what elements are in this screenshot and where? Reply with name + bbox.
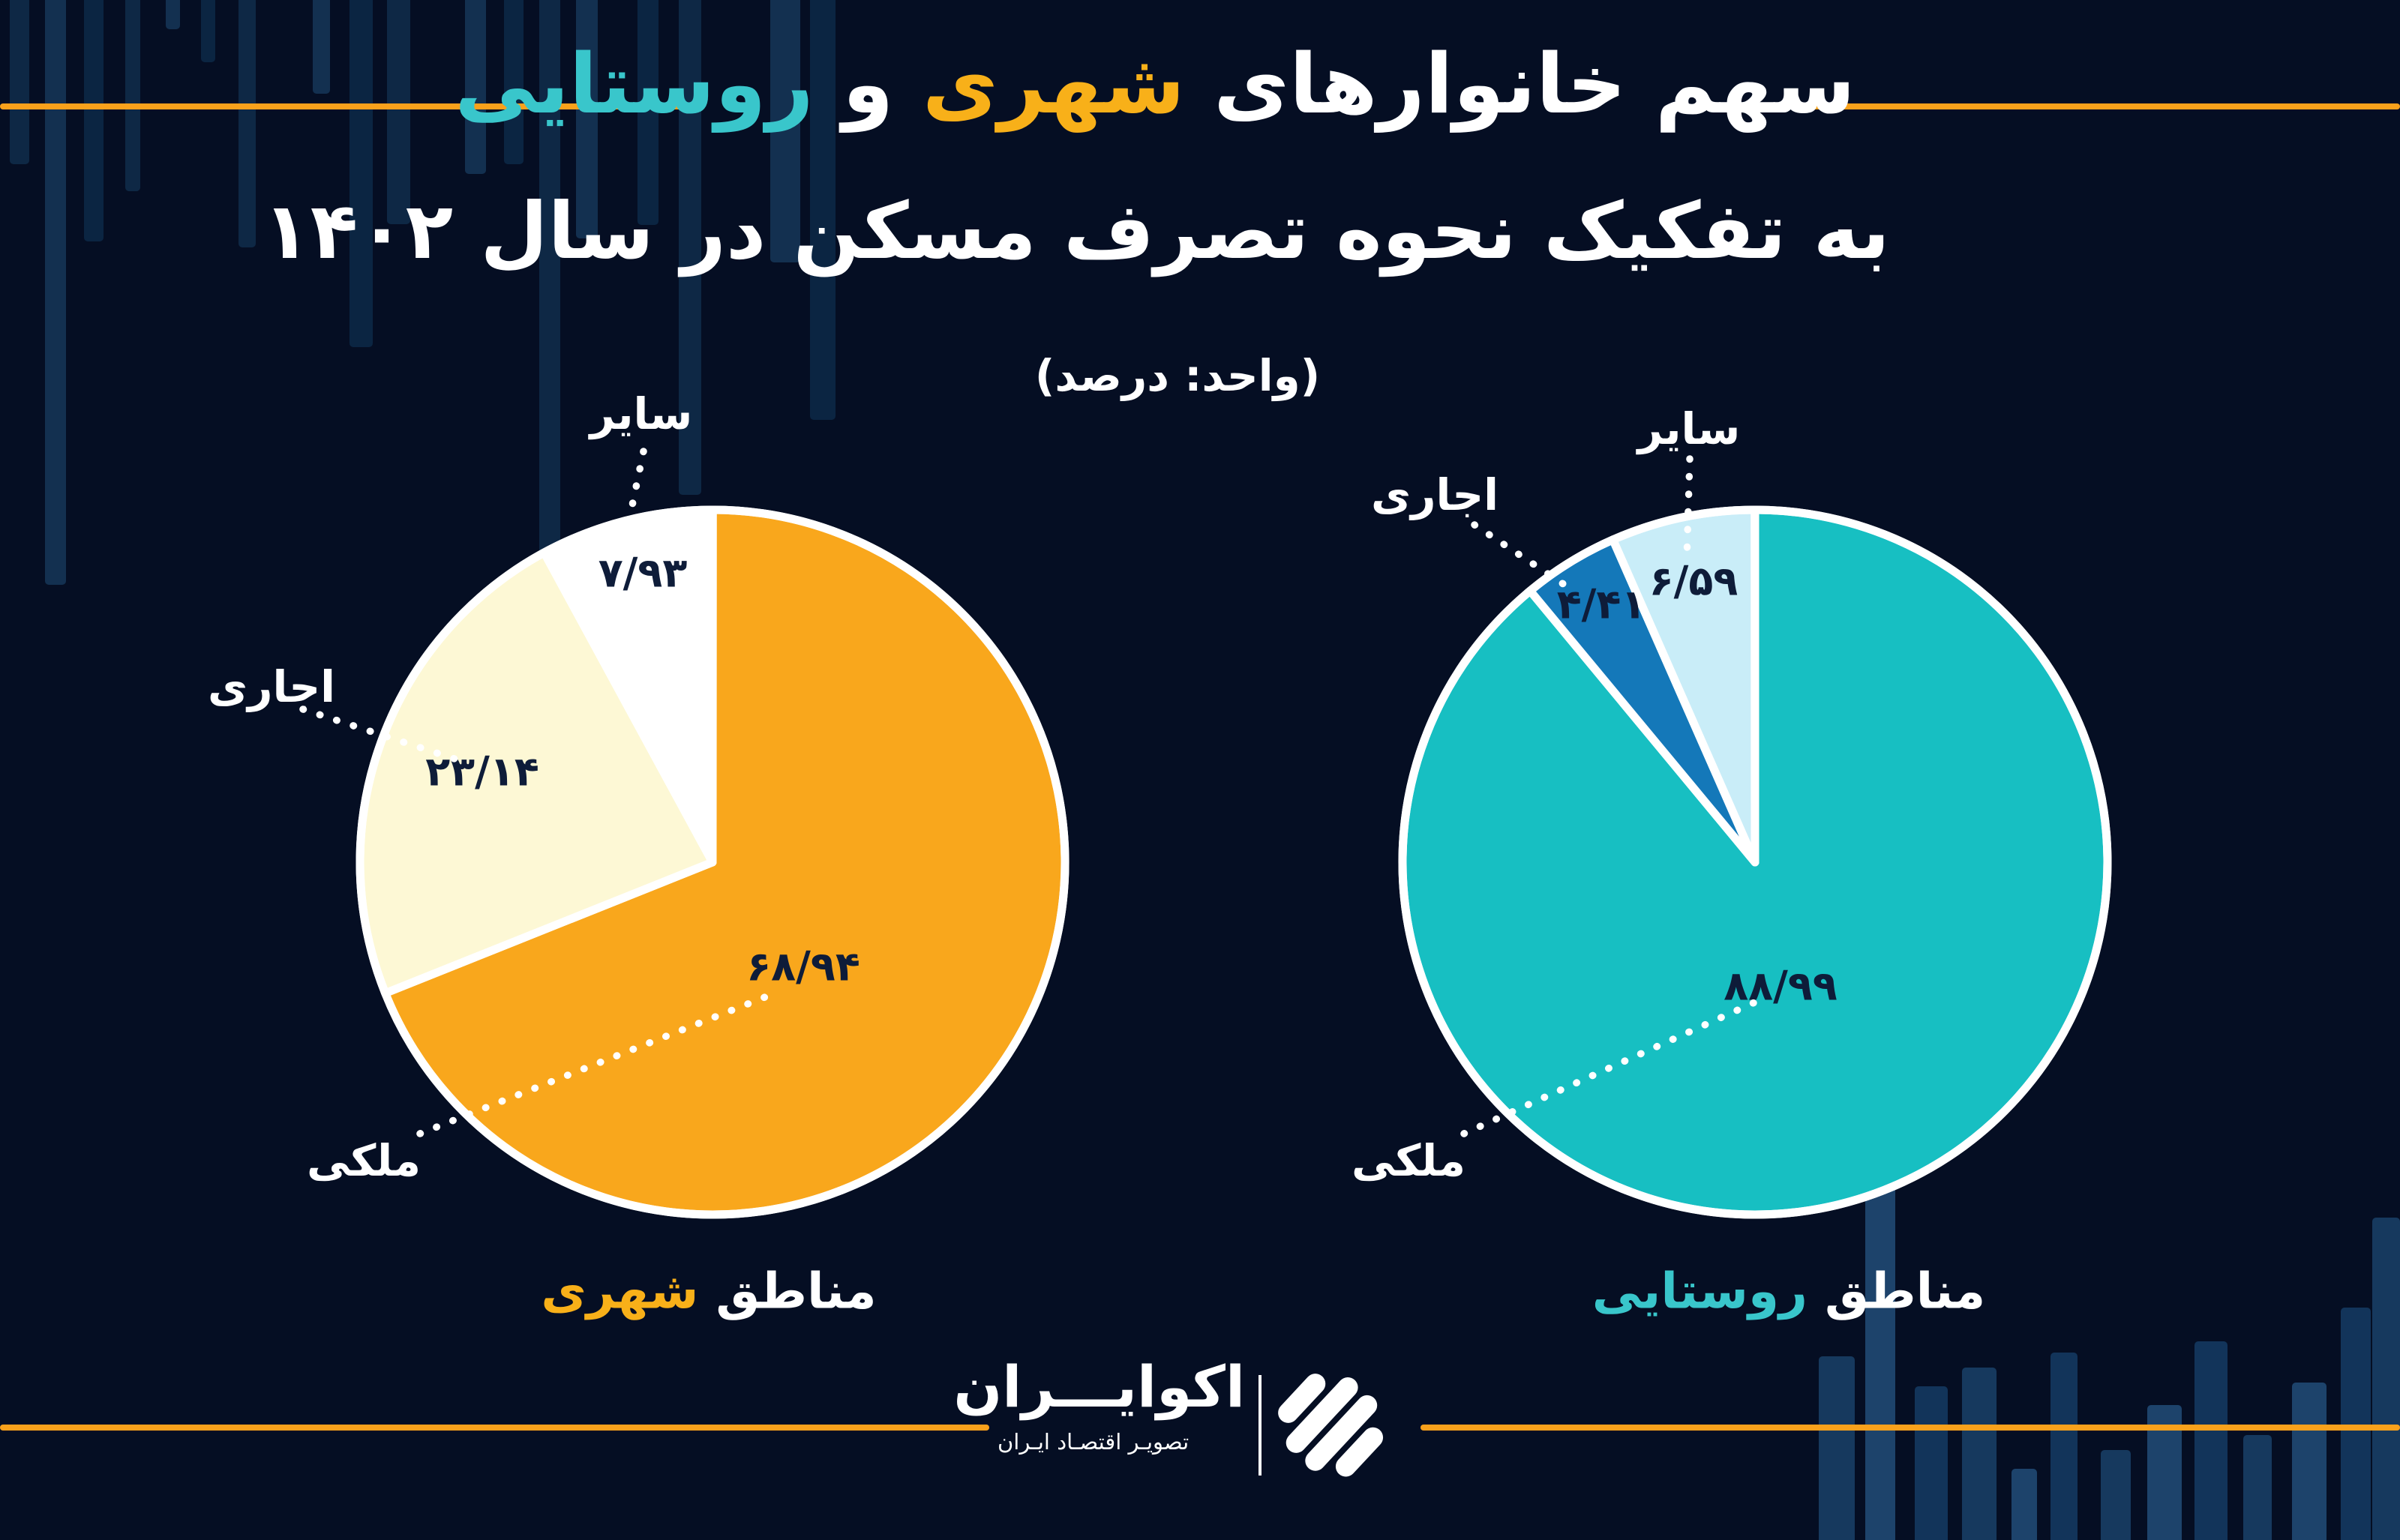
logo-tagline: تصویـر اقتصـاد ایـران: [998, 1428, 1190, 1455]
decorative-bar: [465, 0, 486, 174]
title-rural-word: روستایی: [454, 36, 814, 132]
title-prefix: سهم خانوارهای: [1214, 36, 1856, 132]
rural-caption-region: روستایی: [1592, 1262, 1808, 1320]
decorative-bar: [201, 0, 215, 62]
decorative-bar: [638, 0, 658, 225]
decorative-bar: [2372, 1218, 2400, 1540]
decorative-bar: [2012, 1469, 2037, 1540]
callout-dotted-line: [628, 448, 647, 509]
decorative-bar: [350, 0, 373, 347]
rural-owned-value: ۸۸/۹۹: [1724, 962, 1838, 1010]
urban-other-value: ۷/۹۳: [598, 549, 688, 597]
rural-rented-value: ۴/۴۱: [1556, 580, 1646, 628]
decorative-bar: [770, 0, 800, 262]
page-title-line1: سهم خانوارهای شهری و روستایی: [0, 28, 2355, 140]
decorative-bar: [504, 0, 524, 164]
urban-other-label: سایر: [590, 388, 693, 439]
rural-pie-caption: مناطق روستایی: [1592, 1263, 1985, 1320]
decorative-bar: [84, 0, 104, 241]
ecoiran-logo: اکوایـــران تصویـر اقتصـاد ایـران: [953, 1353, 1418, 1491]
urban-pie-chart: [349, 499, 1076, 1226]
rural-pie-svg: [1398, 505, 2112, 1219]
rural-other-label: سایر: [1637, 403, 1741, 454]
decorative-bar: [387, 0, 410, 224]
decorative-bar: [679, 0, 701, 495]
logo-separator: [1258, 1375, 1262, 1476]
decorative-bar: [1962, 1368, 1996, 1540]
rural-caption-prefix: مناطق: [1824, 1262, 1986, 1320]
decorative-bar: [2194, 1341, 2228, 1540]
decorative-bar: [1915, 1386, 1948, 1540]
urban-rented-label: اجاری: [207, 661, 336, 712]
urban-owned-label: ملکی: [307, 1135, 421, 1186]
title-conjunction: و: [842, 36, 894, 132]
decorative-bar: [1819, 1356, 1855, 1540]
title-accent-line-right: [1809, 103, 2400, 109]
urban-caption-region: شهری: [541, 1262, 699, 1320]
footer-accent-line-right: [1420, 1425, 2400, 1431]
decorative-bar: [2341, 1308, 2371, 1540]
rural-owned-label: ملکی: [1352, 1135, 1466, 1186]
decorative-bar: [10, 0, 29, 164]
decorative-bar: [2292, 1383, 2326, 1540]
page-title-line2: به تفکیک نحوه تصرف مسکن در سال ۱۴۰۲: [262, 185, 1890, 277]
decorative-bar: [45, 0, 66, 585]
logo-text-block: اکوایـــران تصویـر اقتصـاد ایـران: [953, 1353, 1245, 1455]
rural-rented-label: اجاری: [1370, 469, 1499, 520]
pie-outline: [1398, 505, 2112, 1219]
urban-rented-value: ۲۳/۱۴: [425, 748, 539, 795]
decorative-bar: [576, 0, 598, 238]
decorative-bar: [166, 0, 180, 29]
decorative-bar: [2243, 1435, 2272, 1540]
ecoiran-logo-icon: [1278, 1374, 1384, 1477]
logo-name: اکوایـــران: [953, 1353, 1245, 1420]
urban-pie-caption: مناطق شهری: [541, 1263, 876, 1320]
decorative-bar: [539, 0, 560, 576]
footer-accent-line-left: [0, 1425, 989, 1431]
decorative-bar: [1865, 1158, 1895, 1540]
title-urban-word: شهری: [922, 36, 1185, 132]
decorative-bar: [810, 0, 836, 420]
decorative-bar: [313, 0, 330, 94]
decorative-bar: [2101, 1450, 2131, 1540]
decorative-bar: [238, 0, 256, 247]
pie-outline: [356, 505, 1070, 1219]
decorative-bar: [125, 0, 140, 191]
rural-pie-chart: [1391, 499, 2119, 1226]
rural-other-value: ۶/۵۹: [1648, 557, 1738, 605]
title-accent-line-left: [0, 103, 688, 109]
urban-pie-svg: [356, 505, 1070, 1219]
urban-owned-value: ۶۸/۹۴: [746, 942, 860, 990]
unit-note: (واحد: درصد): [1034, 350, 1321, 401]
urban-caption-prefix: مناطق: [716, 1262, 877, 1320]
decorative-bar: [2050, 1353, 2078, 1540]
